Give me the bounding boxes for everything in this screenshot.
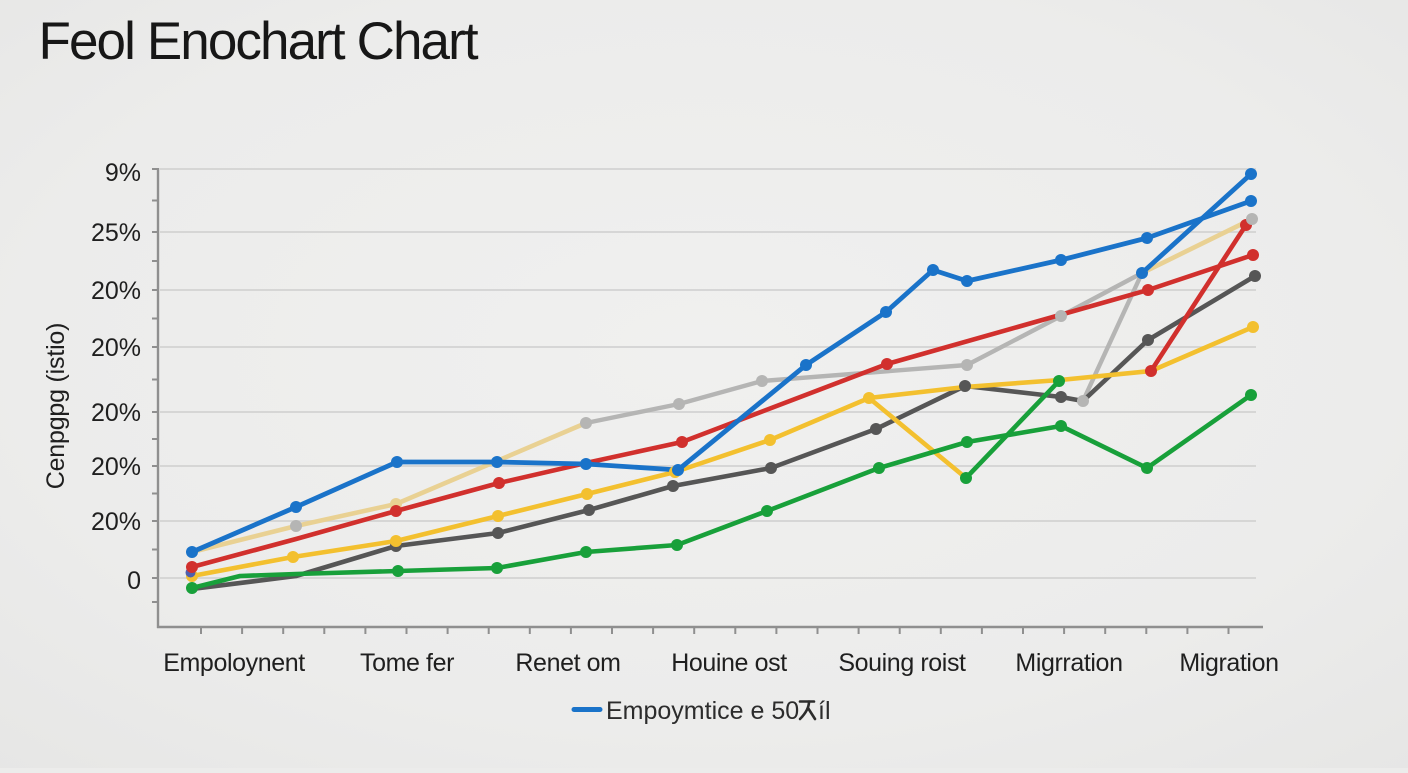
svg-text:Houine ost: Houine ost bbox=[671, 649, 787, 677]
svg-text:Cenpgpg (istio): Cenpgpg (istio) bbox=[42, 323, 70, 490]
svg-text:Renet om: Renet om bbox=[515, 649, 620, 677]
svg-text:Migrration: Migrration bbox=[1015, 649, 1122, 677]
svg-text:20%: 20% bbox=[91, 334, 141, 362]
svg-text:25%: 25% bbox=[91, 219, 141, 247]
svg-text:Tome fer: Tome fer bbox=[360, 649, 454, 677]
svg-text:9%: 9% bbox=[105, 159, 141, 187]
svg-text:0: 0 bbox=[127, 567, 141, 595]
svg-text:íl: íl bbox=[818, 697, 831, 725]
svg-text:20%: 20% bbox=[91, 277, 141, 305]
svg-text:20%: 20% bbox=[91, 399, 141, 427]
svg-text:Empoloynent: Empoloynent bbox=[163, 649, 305, 677]
svg-text:Empoymtice e 50: Empoymtice e 50 bbox=[606, 697, 799, 725]
svg-text:20%: 20% bbox=[91, 453, 141, 481]
svg-text:Feol Enochart Chart: Feol Enochart Chart bbox=[39, 12, 479, 71]
svg-text:Souing roist: Souing roist bbox=[838, 649, 966, 677]
svg-text:Migration: Migration bbox=[1179, 649, 1278, 677]
svg-text:20%: 20% bbox=[91, 508, 141, 536]
